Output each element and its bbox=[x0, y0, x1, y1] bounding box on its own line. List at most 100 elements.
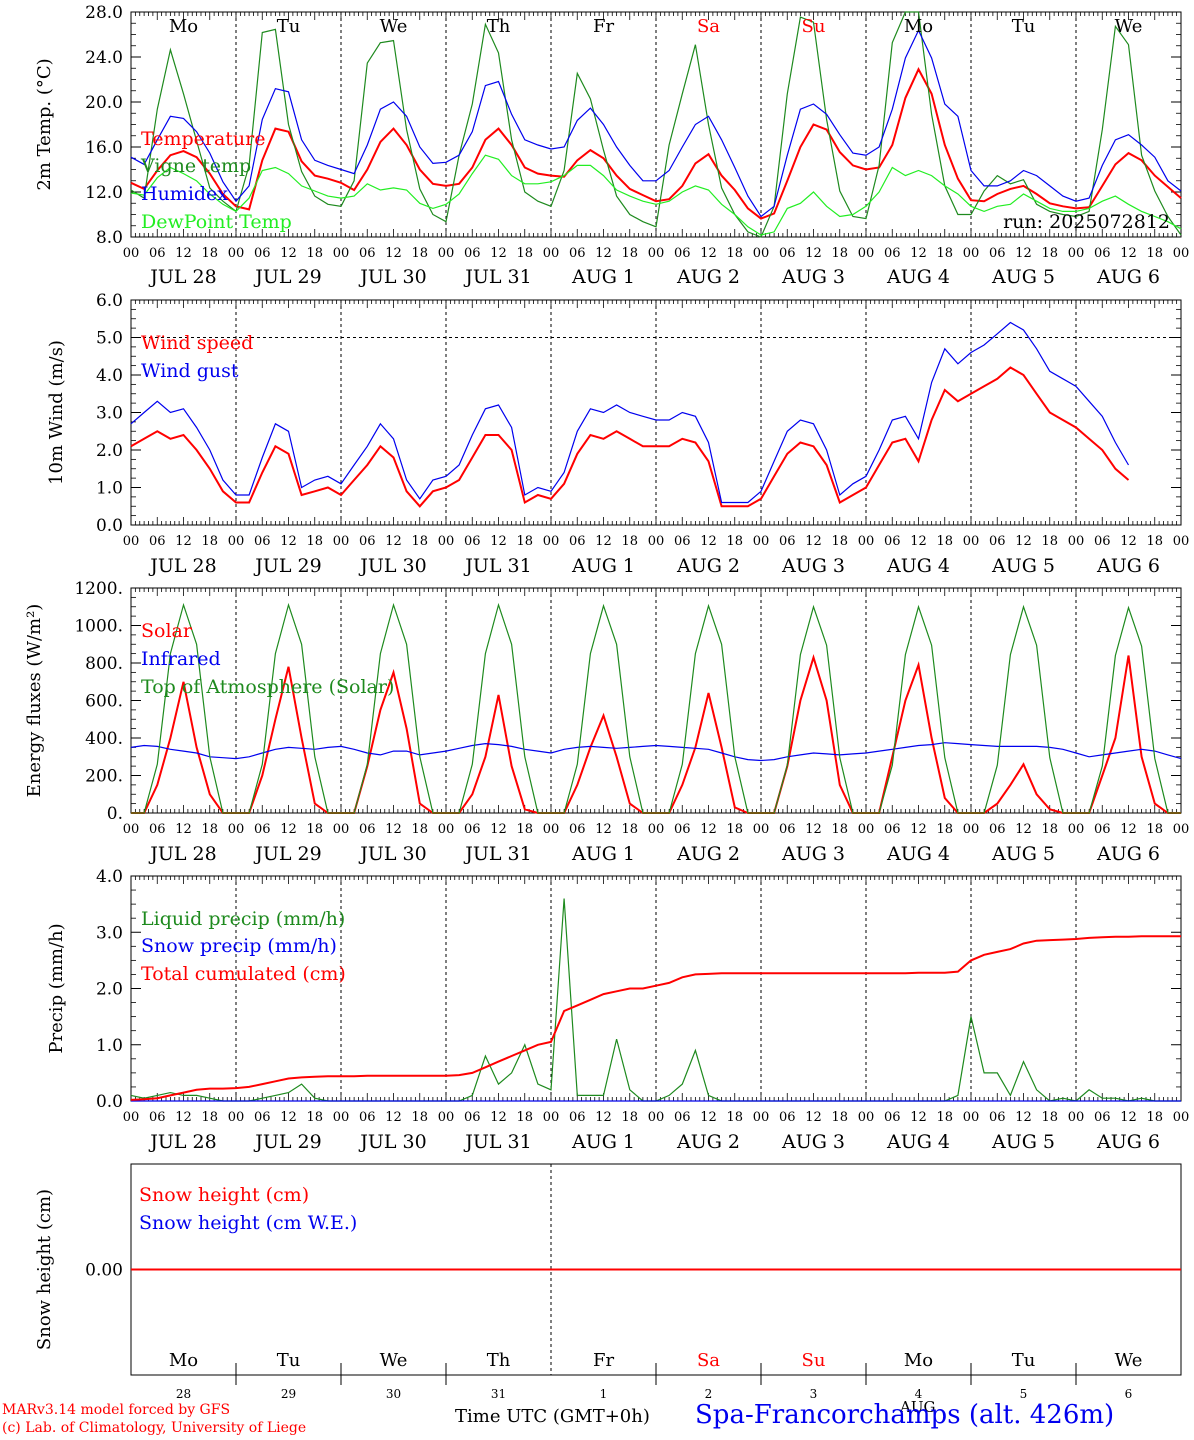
date-label: AUG 1 bbox=[571, 555, 635, 577]
hour-label: 18 bbox=[306, 534, 323, 549]
hour-label: 00 bbox=[1173, 822, 1190, 837]
hour-label: 12 bbox=[595, 822, 612, 837]
hour-label: 00 bbox=[543, 822, 560, 837]
hour-label: 12 bbox=[805, 534, 822, 549]
hour-label: 12 bbox=[1120, 1110, 1137, 1125]
hour-label: 06 bbox=[674, 534, 691, 549]
weekday-label: Su bbox=[802, 16, 826, 37]
hour-label: 06 bbox=[1094, 822, 1111, 837]
day-number-label: 4 bbox=[915, 1387, 923, 1401]
weekday-label: We bbox=[1115, 1350, 1143, 1371]
hour-label: 00 bbox=[1068, 822, 1085, 837]
y-tick-label: 4.0 bbox=[96, 366, 123, 386]
day-number-label: 5 bbox=[1020, 1387, 1028, 1401]
hour-label: 06 bbox=[884, 1110, 901, 1125]
date-label: AUG 4 bbox=[886, 266, 950, 288]
hour-label: 18 bbox=[831, 1110, 848, 1125]
panel-snow: 0.00 Snow height (cm) Snow height (cm) Snow… bbox=[34, 1163, 1182, 1401]
hour-label: 18 bbox=[726, 1110, 743, 1125]
hour-label: 00 bbox=[753, 822, 770, 837]
hour-label: 12 bbox=[175, 534, 192, 549]
hour-label: 00 bbox=[858, 246, 875, 261]
hour-label: 06 bbox=[779, 1110, 796, 1125]
series-line-temperature bbox=[130, 67, 1182, 220]
hour-label: 12 bbox=[175, 1110, 192, 1125]
series-line-humidex bbox=[130, 29, 1182, 218]
y-axis-label: 2m Temp. (°C) bbox=[34, 58, 55, 190]
y-tick-label: 24.0 bbox=[85, 48, 123, 68]
hour-label: 00 bbox=[228, 246, 245, 261]
date-label: JUL 30 bbox=[358, 1131, 426, 1153]
weekday-label: Tu bbox=[277, 16, 301, 37]
hour-label: 06 bbox=[989, 1110, 1006, 1125]
y-tick-label: 6.0 bbox=[96, 291, 123, 311]
hour-label: 00 bbox=[858, 1110, 875, 1125]
hour-label: 06 bbox=[464, 1110, 481, 1125]
weekday-label: Th bbox=[487, 16, 511, 37]
hour-label: 18 bbox=[936, 534, 953, 549]
hour-label: 12 bbox=[490, 246, 507, 261]
hour-label: 12 bbox=[910, 534, 927, 549]
hour-label: 00 bbox=[333, 1110, 350, 1125]
y-tick-label: 400. bbox=[85, 729, 123, 749]
weekday-label: We bbox=[1115, 16, 1143, 37]
hour-label: 00 bbox=[543, 246, 560, 261]
y-tick-label: 600. bbox=[85, 692, 123, 712]
hour-label: 06 bbox=[464, 246, 481, 261]
hour-label: 06 bbox=[1094, 246, 1111, 261]
hour-label: 00 bbox=[963, 246, 980, 261]
hour-label: 18 bbox=[621, 822, 638, 837]
hour-label: 06 bbox=[1094, 534, 1111, 549]
hour-label: 12 bbox=[910, 246, 927, 261]
hour-label: 06 bbox=[569, 822, 586, 837]
hour-label: 18 bbox=[201, 534, 218, 549]
hour-label: 06 bbox=[464, 534, 481, 549]
hour-label: 12 bbox=[280, 822, 297, 837]
date-label: AUG 6 bbox=[1096, 555, 1160, 577]
hour-label: 06 bbox=[254, 822, 271, 837]
weekday-label: Tu bbox=[1012, 1350, 1036, 1371]
hour-label: 06 bbox=[674, 822, 691, 837]
series-line-wind-gust bbox=[130, 321, 1130, 504]
hour-label: 12 bbox=[595, 534, 612, 549]
lab-credit: (c) Lab. of Climatology, University of L… bbox=[2, 1420, 307, 1436]
date-label: AUG 2 bbox=[676, 555, 740, 577]
hour-label: 06 bbox=[254, 246, 271, 261]
y-tick-label: 20.0 bbox=[85, 93, 123, 113]
weekday-label: Mo bbox=[169, 16, 198, 37]
date-label: AUG 4 bbox=[886, 1131, 950, 1153]
y-tick-label: 2.0 bbox=[96, 441, 123, 461]
series-line-wind-speed bbox=[130, 366, 1130, 508]
hour-label: 18 bbox=[516, 246, 533, 261]
y-tick-label: 1200. bbox=[74, 579, 123, 599]
date-label: JUL 29 bbox=[253, 843, 321, 865]
y-tick-label: 0. bbox=[107, 804, 123, 824]
station-title: Spa-Francorchamps (alt. 426m) bbox=[695, 1400, 1115, 1430]
hour-label: 00 bbox=[963, 1110, 980, 1125]
run-annotation: run: 2025072812 bbox=[1003, 211, 1170, 233]
y-axis-label: Precip (mm/h) bbox=[46, 923, 67, 1053]
date-label: JUL 29 bbox=[253, 555, 321, 577]
hour-label: 06 bbox=[149, 822, 166, 837]
hour-label: 18 bbox=[411, 822, 428, 837]
date-label: JUL 30 bbox=[358, 266, 426, 288]
date-label: AUG 5 bbox=[991, 266, 1055, 288]
date-label: AUG 6 bbox=[1096, 266, 1160, 288]
hour-label: 06 bbox=[359, 822, 376, 837]
hour-label: 12 bbox=[1120, 246, 1137, 261]
y-tick-label: 1.0 bbox=[96, 479, 123, 499]
date-label: JUL 28 bbox=[148, 1131, 216, 1153]
date-label: JUL 31 bbox=[463, 555, 531, 577]
hour-label: 00 bbox=[123, 1110, 140, 1125]
date-label: AUG 5 bbox=[991, 843, 1055, 865]
hour-label: 00 bbox=[228, 534, 245, 549]
hour-label: 12 bbox=[700, 246, 717, 261]
hour-label: 12 bbox=[385, 822, 402, 837]
legend-entry: Snow height (cm W.E.) bbox=[139, 1212, 357, 1234]
weekday-label: We bbox=[380, 16, 408, 37]
date-label: AUG 4 bbox=[886, 843, 950, 865]
hour-label: 12 bbox=[805, 822, 822, 837]
legend-entry: Vigne temp bbox=[140, 155, 251, 177]
date-label: JUL 28 bbox=[148, 555, 216, 577]
